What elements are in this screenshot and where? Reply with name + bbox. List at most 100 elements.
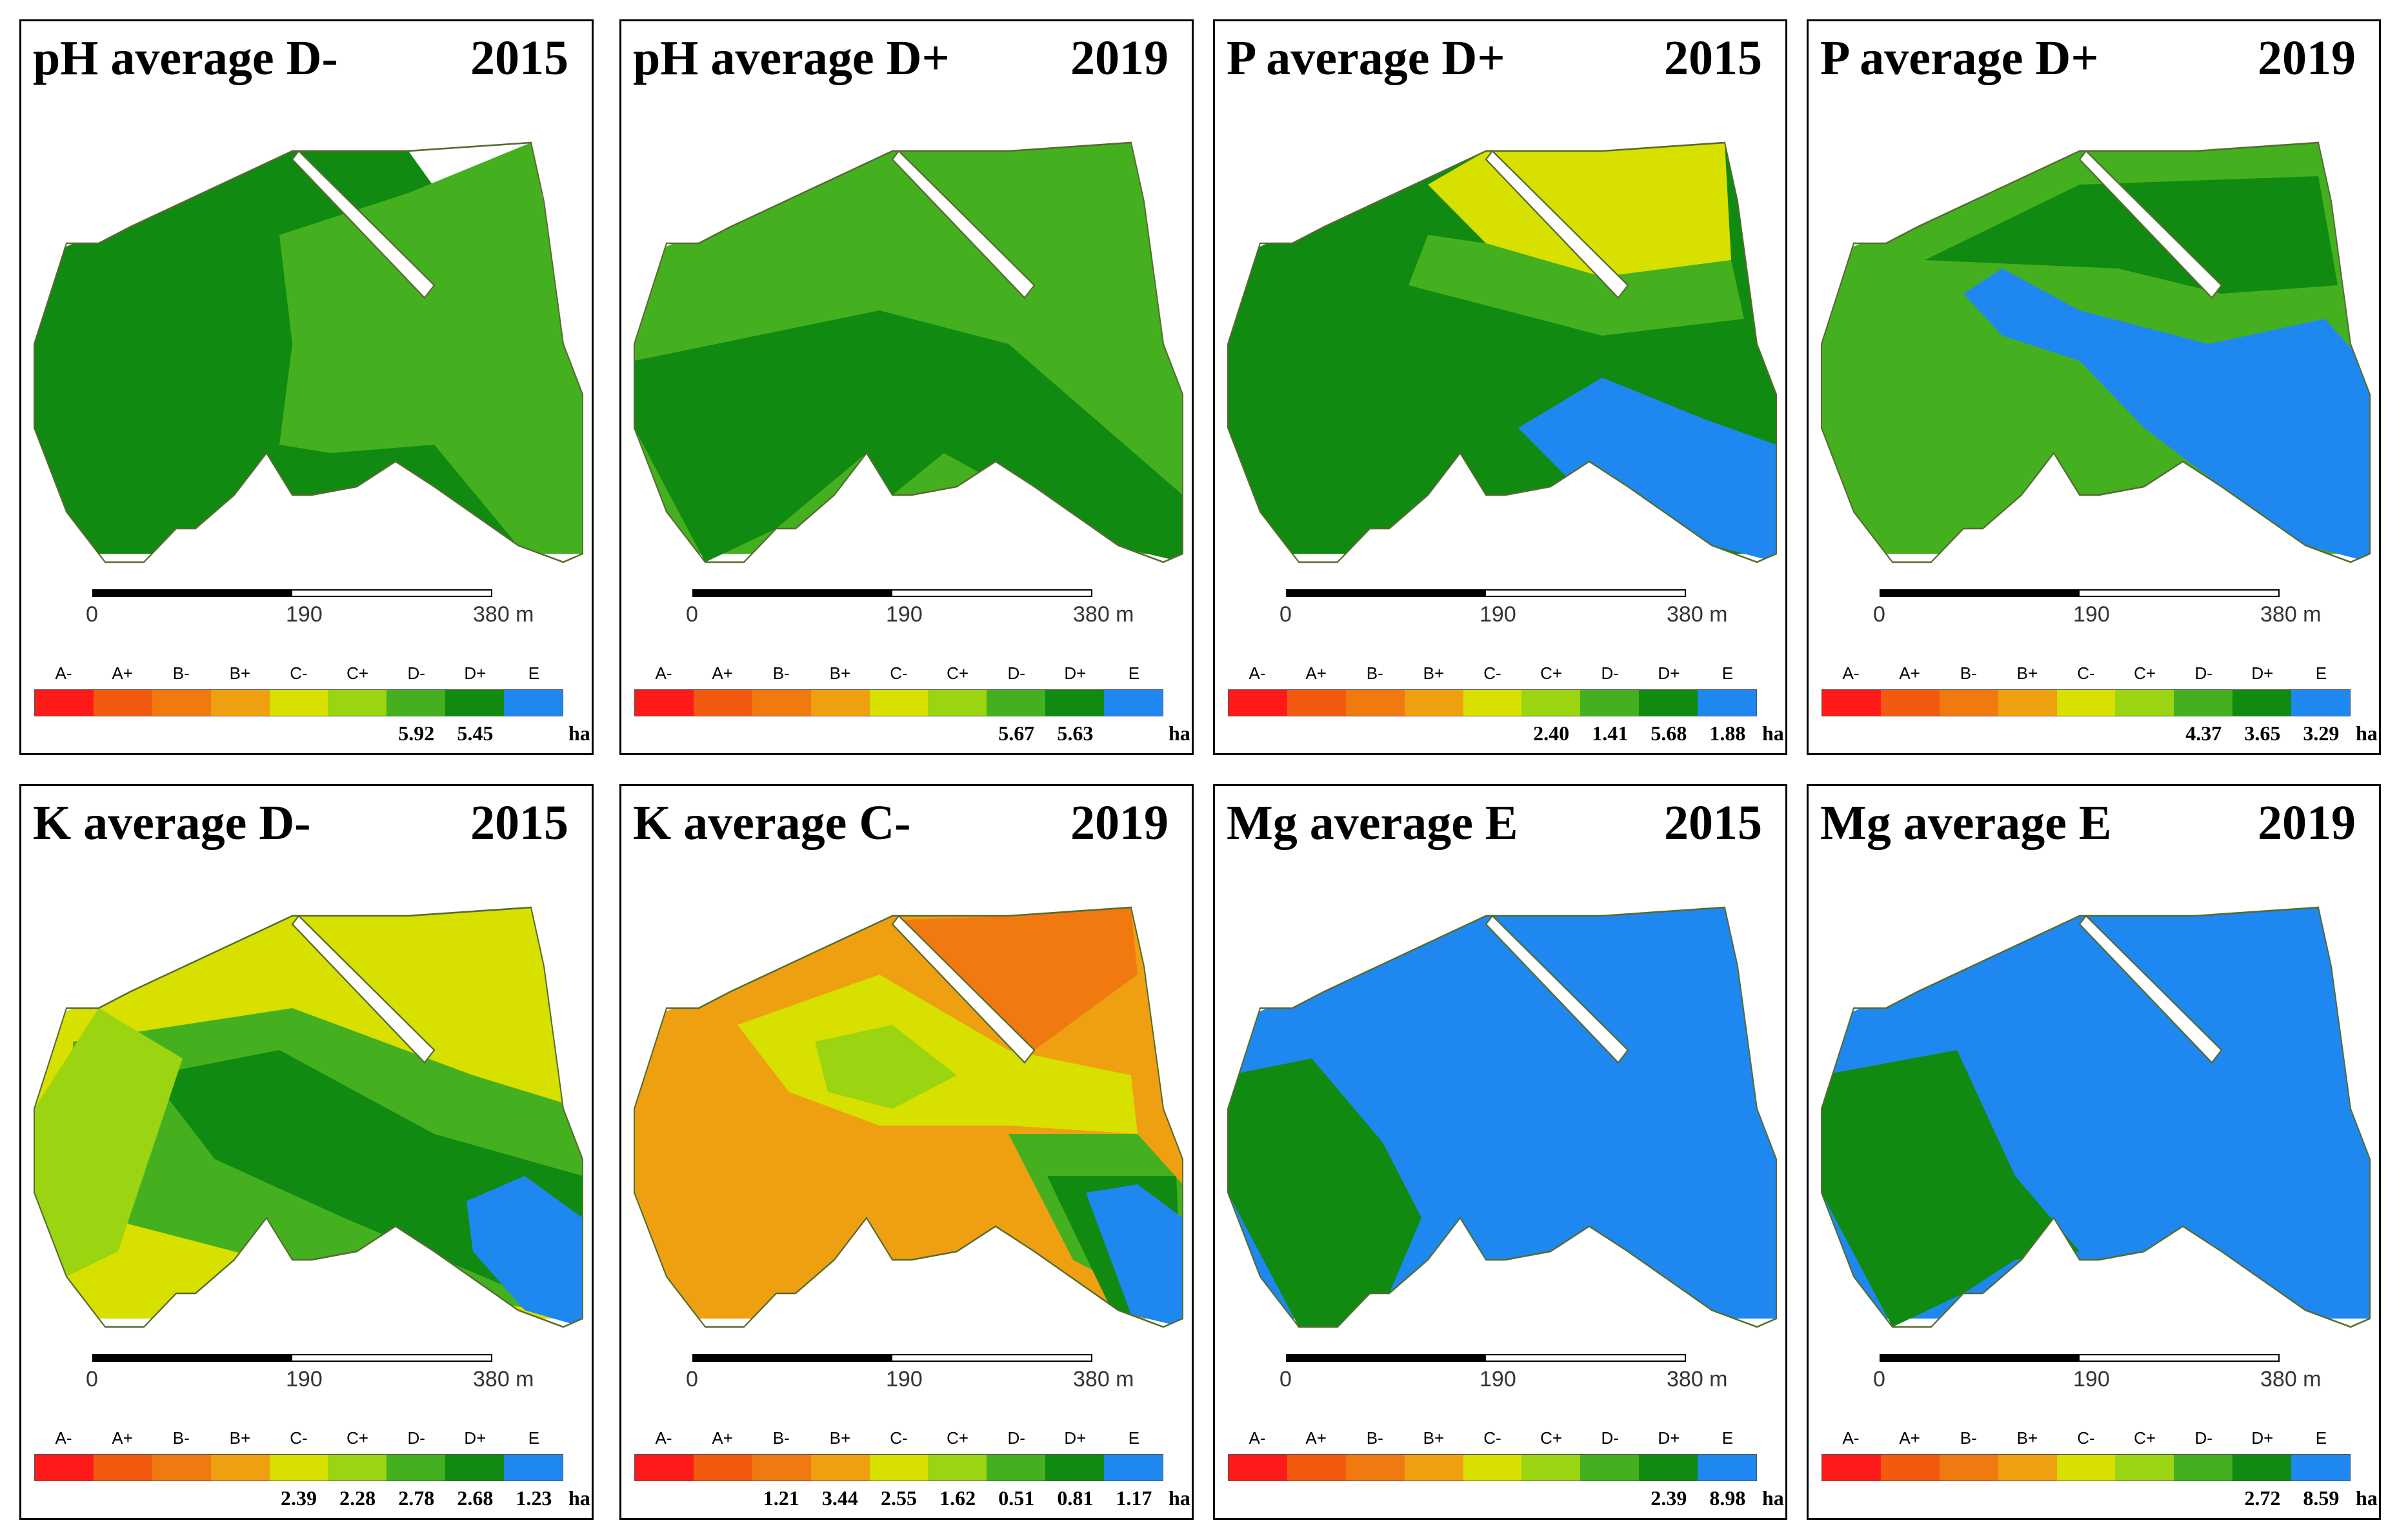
legend-area-value [34,722,93,747]
field-gap [891,150,1036,299]
scale-bar [92,589,492,597]
legend-class-label: C+ [1540,663,1563,683]
legend-area-value: 2.39 [1650,1486,1687,1510]
legend-swatch [2174,690,2233,716]
legend-class-label: D+ [2251,1428,2274,1448]
map-panel: P average D+ 2019 0 190 380 m A- A+ B- B+ C- C+ D- D… [1807,19,2381,755]
scale-bar [1286,589,1686,597]
scale-tick: 0 [86,602,98,627]
legend-area-values: 4.37 3.65 3.29 [1821,722,2351,747]
legend-swatch [1404,1455,1463,1481]
scale-tick: 0 [1279,1367,1292,1391]
legend-area-value: 0.81 [1057,1486,1094,1510]
legend-class-label: A+ [712,1428,733,1448]
legend-area-value [93,1486,152,1512]
legend-swatch [693,690,752,716]
legend-swatch [1822,690,1881,716]
scale-tick: 0 [686,602,698,627]
legend-area-values: 2.39 8.98 [1228,1486,1757,1512]
legend-swatch [2056,1455,2116,1481]
legend-swatch [1698,690,1757,716]
legend-class-label: B+ [229,663,251,683]
legend-color-bar [634,689,1163,716]
area-unit: ha [2356,1486,2378,1510]
legend-swatch [2174,1455,2233,1481]
legend-labels: A- A+ B- B+ C- C+ D- D+ E [1228,663,1757,685]
legend-swatch [928,1455,987,1481]
legend-area-value [928,722,987,747]
field-gap [2078,915,2223,1064]
legend-class-label: C- [1483,1428,1501,1448]
panel-year: 2019 [2258,31,2356,85]
field-map [1227,141,1777,563]
legend-area-values: 2.72 8.59 [1821,1486,2351,1512]
scale-tick: 190 [1480,602,1516,627]
legend-area-value: 1.62 [939,1486,976,1510]
panel-year: 2015 [470,796,568,850]
legend-class-label: B- [772,663,790,683]
panel-title: K average C- [633,796,911,850]
legend-swatch [1045,1455,1105,1481]
legend-color-bar [1228,689,1757,716]
panel-title: Mg average E [1820,796,2112,850]
scale-tick: 380 m [1073,602,1134,627]
zone-D- [1409,235,1744,336]
legend-area-value: 5.68 [1650,722,1687,745]
field-map [34,906,583,1328]
legend-area-value [1404,722,1463,747]
legend-swatch [2232,690,2292,716]
legend-labels: A- A+ B- B+ C- C+ D- D+ E [1821,1428,2351,1450]
legend-swatch [1939,1455,1998,1481]
legend-area-value [1287,722,1345,747]
legend-swatch [1521,690,1581,716]
zone-E [467,1175,583,1327]
legend-area-value: 2.68 [457,1486,494,1510]
legend-area-value: 3.65 [2244,722,2281,745]
scale-tick: 380 m [2260,602,2322,627]
legend-class-label: A- [655,663,672,683]
legend-swatch [93,690,152,716]
field-map [634,141,1183,563]
legend-swatch [810,690,870,716]
legend-class-label: C- [1483,663,1501,683]
field-map [634,906,1183,1328]
field-gap [1485,150,1629,299]
field-outline [34,141,583,563]
legend-class-label: A- [1249,1428,1266,1448]
legend-class-label: A+ [112,1428,133,1448]
legend-class-label: A- [55,1428,72,1448]
legend-swatch [328,690,387,716]
legend-area-value [1880,722,1939,747]
legend-color-bar [1228,1454,1757,1481]
field-gap [291,150,436,299]
field-gap [2078,150,2223,299]
legend-swatch [1880,1455,1940,1481]
legend-swatch [1880,690,1940,716]
scale-bar [1880,1354,2280,1362]
legend-area-value [1345,722,1404,747]
scale-tick: 0 [686,1367,698,1391]
legend-area-value [93,722,152,747]
legend-area-value: 2.78 [398,1486,435,1510]
legend-swatch [1998,690,2057,716]
map-panel: Mg average E 2019 0 190 380 m A- A+ B- B+ C- C+ D- D… [1807,784,2381,1520]
map-panel: K average C- 2019 0 190 380 m A- A+ B- B+ C- C+ D- D… [619,784,1194,1520]
legend-swatch [269,690,328,716]
legend-swatch [1345,1455,1405,1481]
legend-swatch [210,690,270,716]
legend-class-label: D- [1007,1428,1025,1448]
legend-class-label: D+ [464,663,487,683]
map-panel: K average D- 2015 0 190 380 m A- A+ B- B+ C- C+ D- D… [19,784,594,1520]
legend-swatch [1287,690,1346,716]
legend-class-label: D+ [2251,663,2274,683]
legend-class-label: C- [890,663,908,683]
legend-class-label: D- [407,663,425,683]
panel-title: P average D+ [1227,31,1505,85]
legend-class-label: D- [407,1428,425,1448]
legend-swatch [987,1455,1046,1481]
scale-tick: 190 [886,1367,923,1391]
legend-area-value [210,1486,269,1512]
area-unit: ha [1762,722,1784,745]
legend-swatch [1998,1455,2057,1481]
legend-area-value: 2.39 [280,1486,317,1510]
